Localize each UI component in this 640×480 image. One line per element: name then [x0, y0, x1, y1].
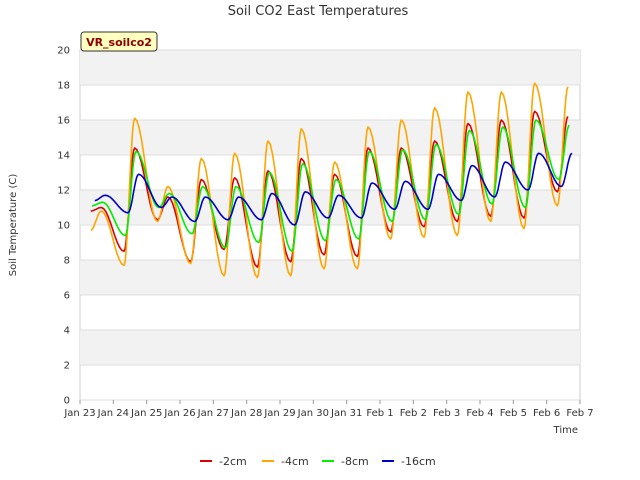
x-tick-label: Jan 23	[63, 408, 95, 419]
grid-band	[80, 50, 580, 85]
legend: -2cm -4cm -8cm -16cm	[200, 455, 436, 468]
y-tick-label: 2	[64, 361, 70, 372]
legend-label: -2cm	[219, 455, 247, 468]
station-badge: VR_soilco2	[80, 31, 158, 52]
x-tick-label: Jan 27	[197, 408, 229, 419]
station-badge-box	[80, 31, 158, 52]
x-tick-label: Feb 7	[566, 408, 593, 419]
grid-lines	[80, 49, 580, 401]
legend-label: -16cm	[401, 455, 436, 468]
x-tick-label: Jan 30	[297, 408, 329, 419]
x-tick-label: Jan 26	[163, 408, 195, 419]
legend-item: -4cm	[262, 455, 309, 468]
station-label: VR_soilco2	[86, 36, 152, 49]
legend-item: -8cm	[322, 455, 369, 468]
x-tick-label: Feb 3	[433, 408, 460, 419]
x-tick-label: Jan 28	[230, 408, 262, 419]
x-tick-label: Jan 29	[263, 408, 295, 419]
y-tick-label: 0	[64, 396, 70, 407]
x-tick-label: Jan 24	[97, 408, 129, 419]
x-tick-label: Feb 5	[500, 408, 527, 419]
x-tick-label: Feb 6	[533, 408, 560, 419]
y-tick-label: 8	[64, 256, 70, 267]
chart-title: Soil CO2 East Temperatures	[228, 4, 409, 19]
series-lines	[90, 82, 573, 279]
y-tick-label: 16	[57, 116, 70, 127]
grid-band	[80, 260, 580, 295]
x-axis-label: Time	[553, 425, 578, 436]
x-tick-label: Jan 25	[130, 408, 162, 419]
grid-band	[80, 330, 580, 365]
y-axis-ticks: 0 2 4 6 8 10 12 14 16 18 20	[57, 46, 70, 407]
x-axis-ticks: Jan 23 Jan 24 Jan 25 Jan 26 Jan 27 Jan 28 Jan …	[63, 400, 594, 419]
y-axis-label: Soil Temperature (C)	[8, 174, 19, 277]
x-tick-label: Jan 31	[330, 408, 362, 419]
x-tick-label: Feb 4	[466, 408, 493, 419]
y-tick-label: 4	[64, 326, 70, 337]
legend-item: -2cm	[200, 455, 247, 468]
y-tick-label: 12	[57, 186, 70, 197]
y-tick-label: 20	[57, 46, 70, 57]
series-line-8cmcm-line	[91, 119, 570, 253]
legend-item: -16cm	[382, 455, 436, 468]
legend-label: -8cm	[341, 455, 369, 468]
y-tick-label: 14	[57, 151, 70, 162]
y-tick-label: 10	[57, 221, 70, 232]
y-tick-label: 6	[64, 291, 70, 302]
x-tick-label: Feb 2	[400, 408, 427, 419]
legend-label: -4cm	[281, 455, 309, 468]
y-tick-label: 18	[57, 81, 70, 92]
x-tick-label: Feb 1	[366, 408, 393, 419]
series-line-16cmcm-line	[94, 152, 573, 226]
